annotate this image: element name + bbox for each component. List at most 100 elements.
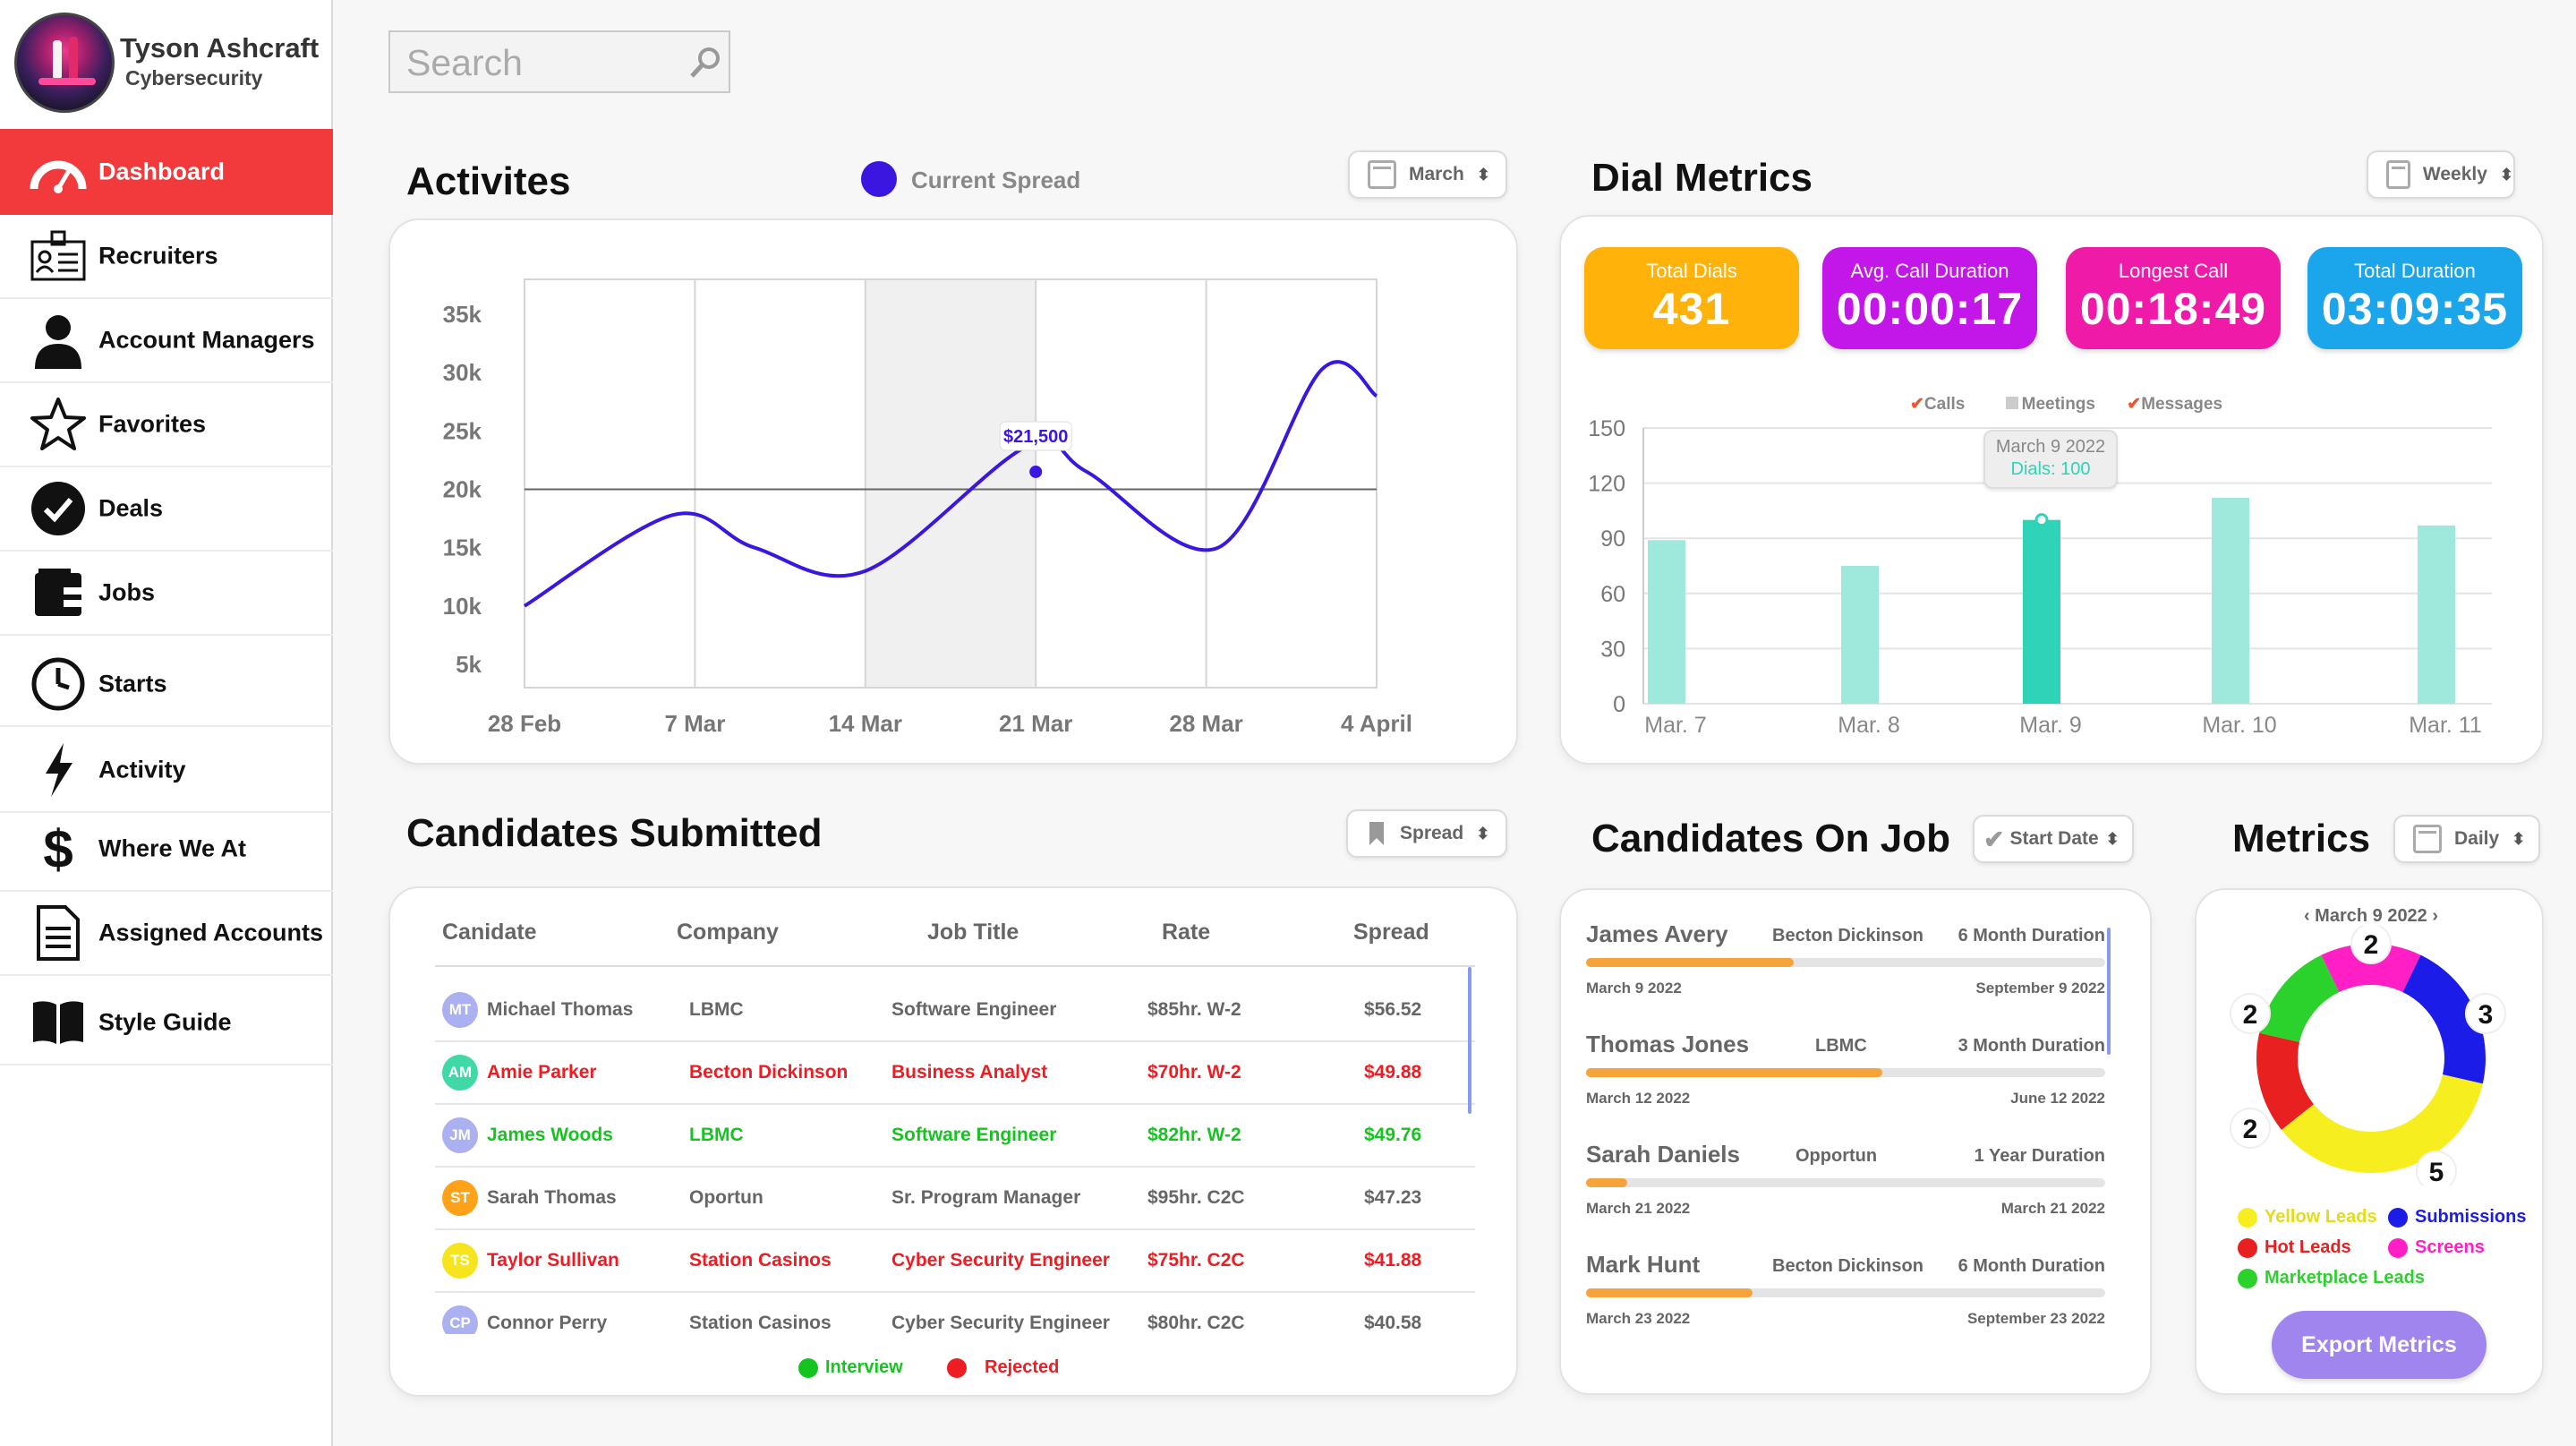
highlight-label: $21,500 — [1003, 427, 1068, 447]
y-tick-label: 20k — [443, 476, 482, 503]
sidebar-item-starts[interactable]: Starts — [0, 643, 333, 727]
tile-total-dials[interactable]: Total Dials 431 — [1584, 247, 1799, 349]
sidebar-item-recruiters[interactable]: Recruiters — [0, 215, 333, 299]
col-job-title[interactable]: Job Title — [927, 920, 1019, 945]
sidebar-item-jobs[interactable]: Jobs — [0, 552, 333, 636]
table-row[interactable]: CP Connor Perry Station Casinos Cyber Secur… — [435, 1293, 1475, 1334]
activities-chart: 35k 30k 25k 20k 15k 10k 5k 28 Feb 7 Mar 14 Mar 21 … — [443, 278, 1412, 737]
avatar[interactable] — [14, 13, 115, 113]
table-row[interactable]: TS Taylor Sullivan Station Casinos Cyber Se… — [435, 1230, 1475, 1293]
spread-cell: $41.88 — [1364, 1250, 1422, 1271]
highlight-point — [1029, 465, 1043, 478]
chevron-right-icon[interactable]: › — [2427, 906, 2439, 926]
activities-card: 35k 30k 25k 20k 15k 10k 5k 28 Feb 7 Mar 14 Mar 21 … — [388, 218, 1518, 765]
y-tick-label: 0 — [1613, 692, 1625, 717]
bar — [2418, 525, 2455, 704]
check-icon: ✔ — [1983, 825, 2005, 853]
profile-name: Tyson Ashcraft — [120, 32, 320, 64]
col-company[interactable]: Company — [677, 920, 779, 945]
sidebar-item-label: Jobs — [98, 578, 156, 606]
highlight-label-box — [999, 421, 1072, 451]
sidebar-item-dashboard[interactable]: Dashboard — [0, 129, 333, 215]
bar — [1841, 566, 1879, 704]
sort-arrows-icon: ⬍ — [2512, 829, 2526, 848]
slice-label-bubble — [2350, 926, 2392, 964]
sidebar-item-deals[interactable]: Deals — [0, 467, 333, 552]
on-job-sort-dropdown[interactable]: ✔ Start Date ⬍ — [1973, 815, 2134, 863]
spread-cell: $56.52 — [1364, 999, 1422, 1020]
slice-label-bubble — [2230, 1108, 2271, 1149]
checkbox-icon — [2005, 397, 2018, 409]
metrics-period-dropdown[interactable]: Daily ⬍ — [2393, 815, 2540, 863]
export-metrics-button[interactable]: Export Metrics — [2272, 1311, 2486, 1379]
sidebar-item-activity[interactable]: Activity — [0, 729, 333, 813]
sidebar-item-where-we-at[interactable]: $ Where We At — [0, 808, 333, 892]
col-spread[interactable]: Spread — [1353, 920, 1429, 945]
legend-hot-leads: Hot Leads — [2238, 1237, 2351, 1258]
chart-tooltip: March 9 2022 Dials: 100 — [1983, 430, 2118, 489]
scrollbar[interactable] — [1468, 967, 1471, 1114]
bar — [2212, 498, 2249, 704]
dollar-icon: $ — [43, 818, 73, 879]
avatar: JM — [442, 1117, 478, 1153]
chevron-left-icon[interactable]: ‹ — [2303, 906, 2316, 926]
col-candidate[interactable]: Canidate — [442, 920, 537, 945]
scrollbar[interactable] — [2107, 928, 2111, 1055]
job-end-date: September 9 2022 — [1975, 980, 2105, 997]
search-icon[interactable] — [687, 45, 723, 85]
company-cell: Station Casinos — [689, 1250, 832, 1271]
x-tick-label: Mar. 7 — [1644, 713, 1706, 738]
col-rate[interactable]: Rate — [1162, 920, 1211, 945]
rate-cell: $85hr. W-2 — [1147, 999, 1241, 1020]
avatar: ST — [442, 1180, 478, 1216]
activities-legend: Current Spread — [911, 167, 1081, 193]
sidebar-item-assigned-accounts[interactable]: Assigned Accounts — [0, 892, 333, 976]
plot-frame — [524, 278, 1378, 689]
tile-longest-call[interactable]: Longest Call 00:18:49 — [2066, 247, 2281, 349]
legend-messages[interactable]: ✔Messages — [2127, 395, 2223, 414]
profile-role: Cybersecurity — [125, 66, 263, 90]
search-input[interactable] — [406, 39, 675, 86]
legend-yellow-leads: Yellow Leads — [2238, 1207, 2377, 1228]
tile-avg-call-duration[interactable]: Avg. Call Duration 00:00:17 — [1822, 247, 2037, 349]
clock-icon — [29, 655, 88, 714]
job-item[interactable]: Mark Hunt Becton Dickinson 6 Month Duratio… — [1584, 1251, 2105, 1360]
tile-value: 03:09:35 — [2321, 284, 2509, 334]
search-box[interactable] — [388, 30, 730, 93]
job-item[interactable]: Sarah Daniels Opportun 1 Year Duration Marc… — [1584, 1141, 2105, 1250]
metrics-donut-chart: 2 3 5 2 2 — [2230, 926, 2506, 1185]
sidebar-item-label: Assigned Accounts — [98, 919, 324, 946]
tile-total-duration[interactable]: Total Duration 03:09:35 — [2307, 247, 2522, 349]
job-title-cell: Cyber Security Engineer — [891, 1250, 1110, 1271]
bar — [1648, 540, 1685, 704]
activities-title: Activites — [406, 159, 571, 203]
sidebar-item-favorites[interactable]: Favorites — [0, 383, 333, 467]
table-row[interactable]: ST Sarah Thomas Oportun Sr. Program Manager… — [435, 1168, 1475, 1230]
company-cell: LBMC — [689, 999, 744, 1020]
on-job-card — [1559, 888, 2152, 1395]
activities-month-dropdown[interactable]: March ⬍ — [1348, 150, 1507, 199]
legend-calls[interactable]: ✔Calls — [1910, 395, 1966, 414]
legend-dot — [798, 1357, 818, 1378]
table-row[interactable]: MT Michael Thomas LBMC Software Engineer $85… — [435, 980, 1475, 1042]
dropdown-value: Start Date — [2009, 828, 2099, 849]
job-item[interactable]: Thomas Jones LBMC 3 Month Duration March 12… — [1584, 1031, 2105, 1140]
table-row[interactable]: JM James Woods LBMC Software Engineer $82hr.… — [435, 1105, 1475, 1168]
job-item[interactable]: James Avery Becton Dickinson 6 Month Durat… — [1584, 920, 2105, 1030]
sidebar-item-account-managers[interactable]: Account Managers — [0, 299, 333, 383]
chart-legend: ✔Calls Meetings ✔Messages — [1910, 394, 2222, 415]
rate-cell: $80hr. C2C — [1147, 1313, 1245, 1333]
job-candidate-name: Thomas Jones — [1586, 1031, 1750, 1057]
avatar: MT — [442, 992, 478, 1028]
profile-header[interactable]: Tyson Ashcraft Cybersecurity — [0, 0, 333, 129]
date-navigator[interactable]: ‹ March 9 2022 › — [2196, 906, 2546, 927]
legend-meetings[interactable]: Meetings — [2005, 395, 2095, 414]
dial-metrics-period-dropdown[interactable]: Weekly ⬍ — [2367, 150, 2515, 199]
sidebar-item-label: Activity — [98, 756, 186, 783]
sidebar-item-style-guide[interactable]: Style Guide — [0, 981, 333, 1065]
table-row[interactable]: AM Amie Parker Becton Dickinson Business An… — [435, 1042, 1475, 1105]
spread-cell: $47.23 — [1364, 1187, 1422, 1208]
legend-dot — [2388, 1207, 2408, 1228]
candidates-sort-dropdown[interactable]: Spread ⬍ — [1346, 809, 1507, 858]
speedometer-icon — [29, 142, 88, 201]
